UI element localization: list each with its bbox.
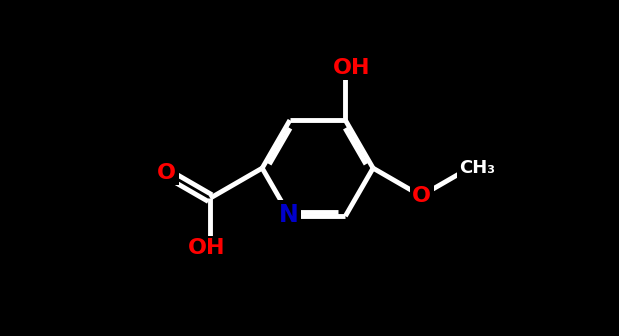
Text: OH: OH [333, 58, 370, 78]
Text: OH: OH [188, 238, 225, 258]
Text: O: O [157, 163, 176, 183]
Text: O: O [412, 186, 431, 206]
Text: N: N [279, 203, 299, 226]
Text: CH₃: CH₃ [459, 159, 495, 177]
